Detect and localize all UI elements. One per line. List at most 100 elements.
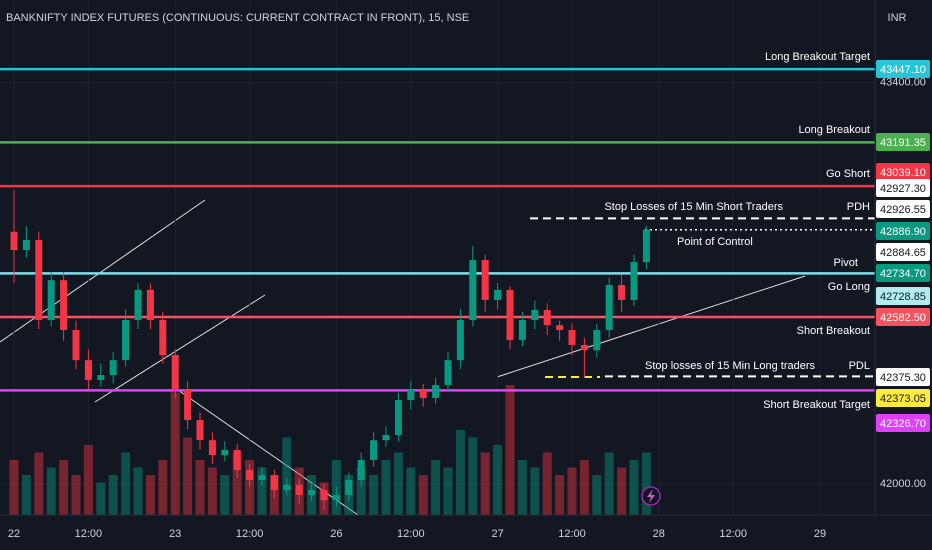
candle-body: [171, 354, 179, 390]
level-name: Point of Control: [677, 236, 753, 248]
level-name: Go Long: [828, 281, 870, 293]
volume-bar: [232, 452, 242, 515]
price-label: 42927.30: [880, 183, 926, 195]
volume-bar: [480, 452, 490, 515]
candle-body: [531, 309, 539, 321]
volume-bar: [257, 467, 267, 515]
candle-body: [233, 449, 241, 470]
price-label-box: [876, 222, 930, 240]
x-tick-label: 23: [169, 528, 181, 540]
candle-body: [295, 484, 303, 495]
volume-bar: [555, 475, 565, 515]
level-name: PDH: [847, 201, 870, 213]
candle-body: [556, 325, 564, 331]
level-name: Short Breakout: [797, 325, 870, 337]
alert-icon[interactable]: [641, 486, 661, 506]
candle-body: [357, 459, 365, 481]
y-tick-label: 42000.00: [880, 478, 926, 490]
x-tick-label: 29: [814, 528, 826, 540]
volume-bar: [431, 460, 441, 515]
price-label-box: [876, 163, 930, 181]
x-tick-label: 26: [330, 528, 342, 540]
x-tick-label: 28: [653, 528, 665, 540]
price-label: 42582.50: [880, 312, 926, 324]
candle-body: [84, 360, 92, 380]
volume-bar: [406, 467, 416, 515]
volume-bar: [356, 467, 366, 515]
x-tick-label: 12:00: [397, 528, 425, 540]
x-tick-label: 12:00: [75, 528, 103, 540]
candle-body: [97, 375, 105, 380]
volume-bar: [567, 467, 577, 515]
volume-bar: [443, 467, 453, 515]
volume-bar: [542, 452, 552, 515]
price-label-box: [876, 133, 930, 151]
price-label: 42886.90: [880, 226, 926, 238]
price-label: 43191.35: [880, 137, 926, 149]
price-label-box: [876, 414, 930, 432]
candle-body: [630, 262, 638, 300]
level-note: Stop Losses of 15 Min Short Traders: [604, 201, 783, 213]
candle-body: [432, 385, 440, 399]
volume-bar: [629, 460, 639, 515]
level-name: PDL: [849, 360, 870, 372]
candle-body: [605, 285, 613, 331]
volume-bar: [517, 460, 527, 515]
price-label-box: [876, 243, 930, 261]
candle-body: [506, 289, 514, 341]
volume-bar: [369, 475, 379, 515]
candle-body: [22, 240, 30, 251]
candle-body: [208, 440, 216, 456]
candle-body: [159, 320, 167, 355]
price-label-box: [876, 60, 930, 78]
volume-bar: [9, 460, 19, 515]
volume-bar: [617, 467, 627, 515]
x-tick-label: 12:00: [236, 528, 264, 540]
candle-body: [518, 320, 526, 341]
price-label: 42728.85: [880, 291, 926, 303]
price-label-box: [876, 200, 930, 218]
chart-title: BANKNIFTY INDEX FUTURES (CONTINUOUS: CUR…: [6, 12, 469, 24]
candle-body: [580, 344, 588, 351]
level-note: Stop losses of 15 Min Long traders: [645, 360, 815, 372]
candle-body: [60, 280, 68, 331]
volume-bar: [505, 385, 515, 515]
candle-body: [642, 229, 650, 263]
price-label: 43039.10: [880, 167, 926, 179]
price-label: 42373.05: [880, 393, 926, 405]
volume-bar: [418, 475, 428, 515]
volume-bar: [455, 430, 465, 515]
level-name: Long Breakout Target: [765, 51, 870, 63]
volume-bar: [59, 460, 69, 515]
price-label-box: [876, 179, 930, 197]
price-label-box: [876, 389, 930, 407]
candle-body: [184, 389, 192, 421]
volume-bar: [493, 445, 503, 515]
price-label-box: [876, 368, 930, 386]
candle-body: [543, 309, 551, 326]
candle-body: [72, 330, 80, 361]
volume-bar: [121, 452, 131, 515]
candle-body: [134, 289, 142, 321]
price-label-box: [876, 264, 930, 282]
currency: INR: [888, 12, 907, 24]
volume-bar: [83, 445, 93, 515]
volume-bar: [21, 475, 31, 515]
candle-body: [345, 480, 353, 495]
price-label: 42326.70: [880, 418, 926, 430]
candle-body: [320, 490, 328, 501]
price-label: 43447.10: [880, 64, 926, 76]
x-tick-label: 12:00: [719, 528, 747, 540]
volume-bar: [207, 467, 217, 515]
volume-bar: [245, 460, 255, 515]
volume-bar: [579, 460, 589, 515]
volume-bar: [158, 460, 168, 515]
candle-body: [47, 280, 55, 321]
candle-body: [10, 231, 18, 251]
volume-bar: [96, 482, 106, 515]
candle-body: [481, 260, 489, 300]
candle-body: [407, 389, 415, 401]
volume-bar: [220, 475, 230, 515]
